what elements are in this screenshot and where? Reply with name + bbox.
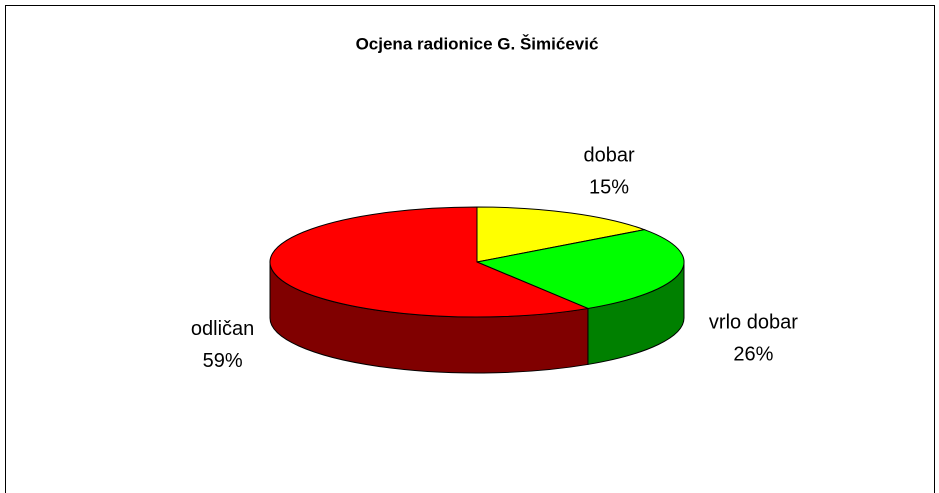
pie-slice bbox=[475, 229, 685, 309]
slice-value-label: 59% bbox=[203, 350, 243, 372]
pie-slice bbox=[269, 206, 590, 318]
slice-label: odličan bbox=[191, 318, 254, 340]
chart-title: Ocjena radionice G. Šimićević bbox=[356, 34, 599, 53]
slice-label: dobar bbox=[583, 145, 634, 167]
pie-slice bbox=[476, 206, 647, 263]
slice-label: vrlo dobar bbox=[709, 312, 798, 334]
slice-value-label: 26% bbox=[733, 344, 773, 366]
slice-value-label: 15% bbox=[589, 177, 629, 199]
